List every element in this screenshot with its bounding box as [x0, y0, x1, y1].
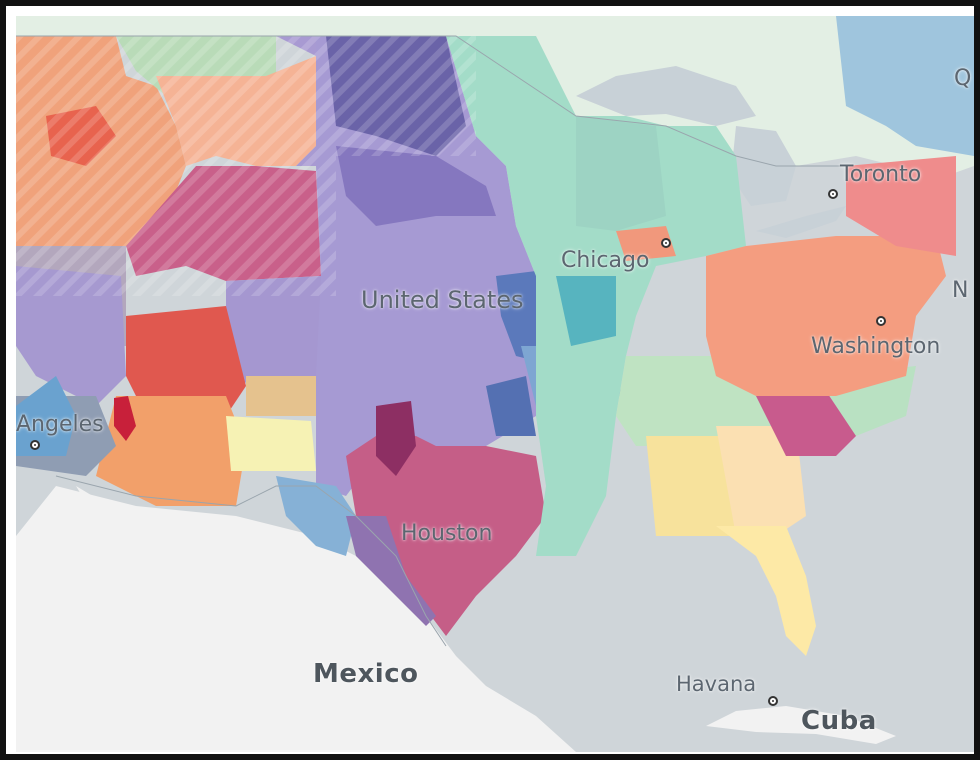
lake-superior: [576, 66, 756, 126]
region-newyork-salmon: [846, 156, 956, 256]
label-cut-n: N: [952, 278, 969, 303]
canada-land: [16, 16, 974, 176]
label-toronto: Toronto: [840, 162, 922, 187]
lake-erie: [756, 206, 846, 238]
label-angeles: Angeles: [16, 412, 104, 437]
region-texas-purple: [346, 516, 436, 626]
region-chicago-orange: [616, 226, 676, 261]
los-angeles-marker-icon: [30, 440, 40, 450]
mexico-land: [16, 486, 576, 752]
region-alabama-yellow: [646, 436, 736, 536]
us-canada-border: [16, 35, 846, 167]
quebec-water: [836, 16, 974, 156]
choropleth-map[interactable]: Toronto Chicago United States Washington…: [16, 16, 974, 752]
label-united-states: United States: [361, 286, 524, 314]
region-iowa-teal: [556, 276, 616, 346]
region-florida-yellow: [716, 526, 816, 656]
hatch-overlay-north: [336, 36, 476, 156]
region-nm-yellow: [226, 416, 316, 471]
region-texas-dark: [376, 401, 416, 476]
toronto-marker-icon: [828, 189, 838, 199]
cuba-land: [706, 706, 896, 744]
baja-california: [76, 486, 216, 706]
washington-marker-icon: [876, 316, 886, 326]
label-havana: Havana: [676, 672, 757, 696]
label-cut-q: Q: [954, 66, 972, 91]
hatch-overlay-west: [16, 36, 336, 296]
region-texas-magenta: [346, 436, 546, 636]
lake-huron: [731, 126, 796, 206]
chicago-marker-icon: [661, 238, 671, 248]
label-cuba: Cuba: [801, 706, 877, 736]
region-nevada-purple: [16, 266, 126, 406]
region-plains-darker: [336, 146, 496, 226]
region-colorado-purple: [226, 276, 326, 386]
label-chicago: Chicago: [561, 248, 650, 273]
region-oklahoma-blue: [486, 376, 536, 436]
region-northeast-orange: [706, 236, 946, 396]
havana-marker-icon: [768, 696, 778, 706]
region-wisconsin-teal: [576, 116, 666, 231]
region-arizona-red: [126, 306, 246, 416]
region-nm-mix: [246, 376, 326, 416]
region-west-texas-blue: [276, 476, 356, 556]
us-mexico-border: [55, 475, 447, 647]
region-socal-blue: [16, 376, 76, 456]
label-washington: Washington: [811, 334, 941, 359]
label-houston: Houston: [401, 521, 493, 546]
map-canvas: [16, 16, 974, 752]
label-mexico: Mexico: [313, 659, 419, 689]
region-la-red: [114, 396, 136, 441]
region-georgia-peach: [716, 426, 806, 536]
